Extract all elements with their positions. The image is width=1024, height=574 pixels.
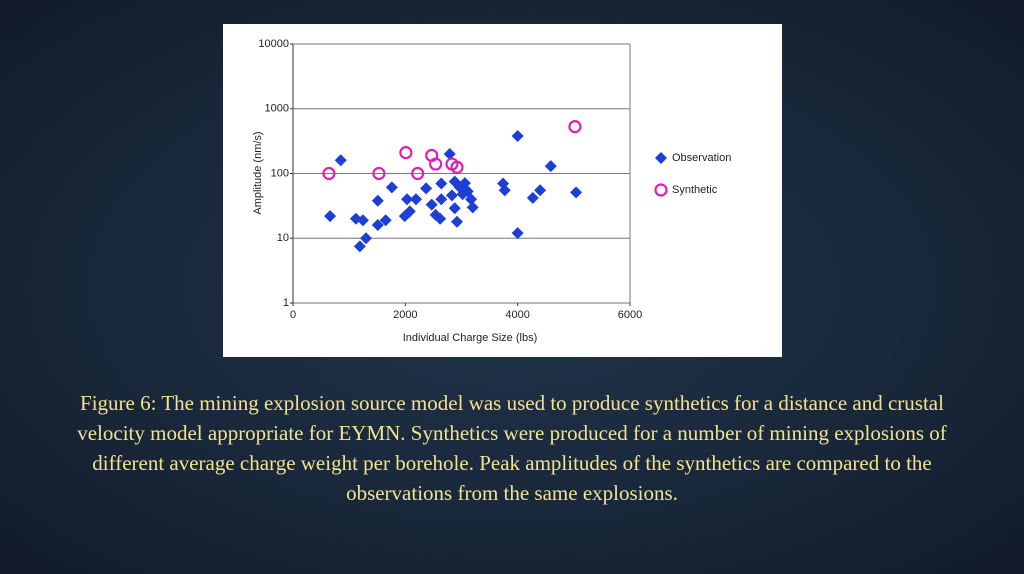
legend-marker <box>655 152 667 164</box>
observation-point <box>466 201 479 214</box>
synthetic-point <box>429 157 443 171</box>
observation-point <box>465 193 478 206</box>
observation-point <box>435 193 448 206</box>
observation-point <box>360 232 373 245</box>
synthetic-point <box>568 120 582 134</box>
observation-point <box>445 189 458 202</box>
synthetic-point <box>411 166 425 181</box>
legend-label: Synthetic <box>672 184 718 196</box>
legend-label: Observation <box>672 152 731 164</box>
observation-point <box>451 215 464 228</box>
observation-point <box>425 198 438 211</box>
synthetic-point <box>399 146 413 160</box>
observation-point <box>526 191 539 204</box>
observation-point <box>443 148 456 161</box>
observation-point <box>371 219 384 232</box>
caption: Figure 6: The mining explosion source mo… <box>77 391 947 505</box>
synthetic-point <box>372 166 386 181</box>
y-tick-label: 10 <box>277 232 289 244</box>
synthetic-point <box>322 166 336 181</box>
observation-point <box>511 227 524 240</box>
observation-point <box>379 214 392 227</box>
observation-point <box>435 177 448 190</box>
observation-point <box>353 240 366 253</box>
observation-point <box>410 193 423 206</box>
observation-point <box>334 154 347 167</box>
x-tick-label: 4000 <box>505 309 529 321</box>
observation-point <box>570 186 583 199</box>
y-tick-label: 10000 <box>258 38 289 50</box>
observation-point <box>371 194 384 207</box>
observation-point <box>498 184 511 197</box>
observation-point <box>420 182 433 195</box>
observation-point <box>534 184 547 197</box>
observation-point <box>403 205 416 218</box>
x-tick-label: 2000 <box>393 309 417 321</box>
observation-point <box>385 181 398 194</box>
y-tick-label: 100 <box>271 167 289 179</box>
y-axis-label: Amplitude (nm/s) <box>252 131 264 214</box>
legend-marker <box>654 183 668 197</box>
observation-point <box>434 212 447 225</box>
observation-point <box>356 214 369 227</box>
observation-point <box>544 160 557 173</box>
observation-point <box>324 210 337 223</box>
observation-point <box>401 193 414 206</box>
x-axis-label: Individual Charge Size (lbs) <box>403 332 538 344</box>
observation-point <box>511 129 524 142</box>
y-tick-label: 1000 <box>265 103 289 115</box>
y-tick-label: 1 <box>283 297 289 309</box>
x-tick-label: 0 <box>290 309 296 321</box>
synthetic-point <box>450 160 464 174</box>
observation-point <box>448 202 461 215</box>
x-tick-label: 6000 <box>618 309 642 321</box>
